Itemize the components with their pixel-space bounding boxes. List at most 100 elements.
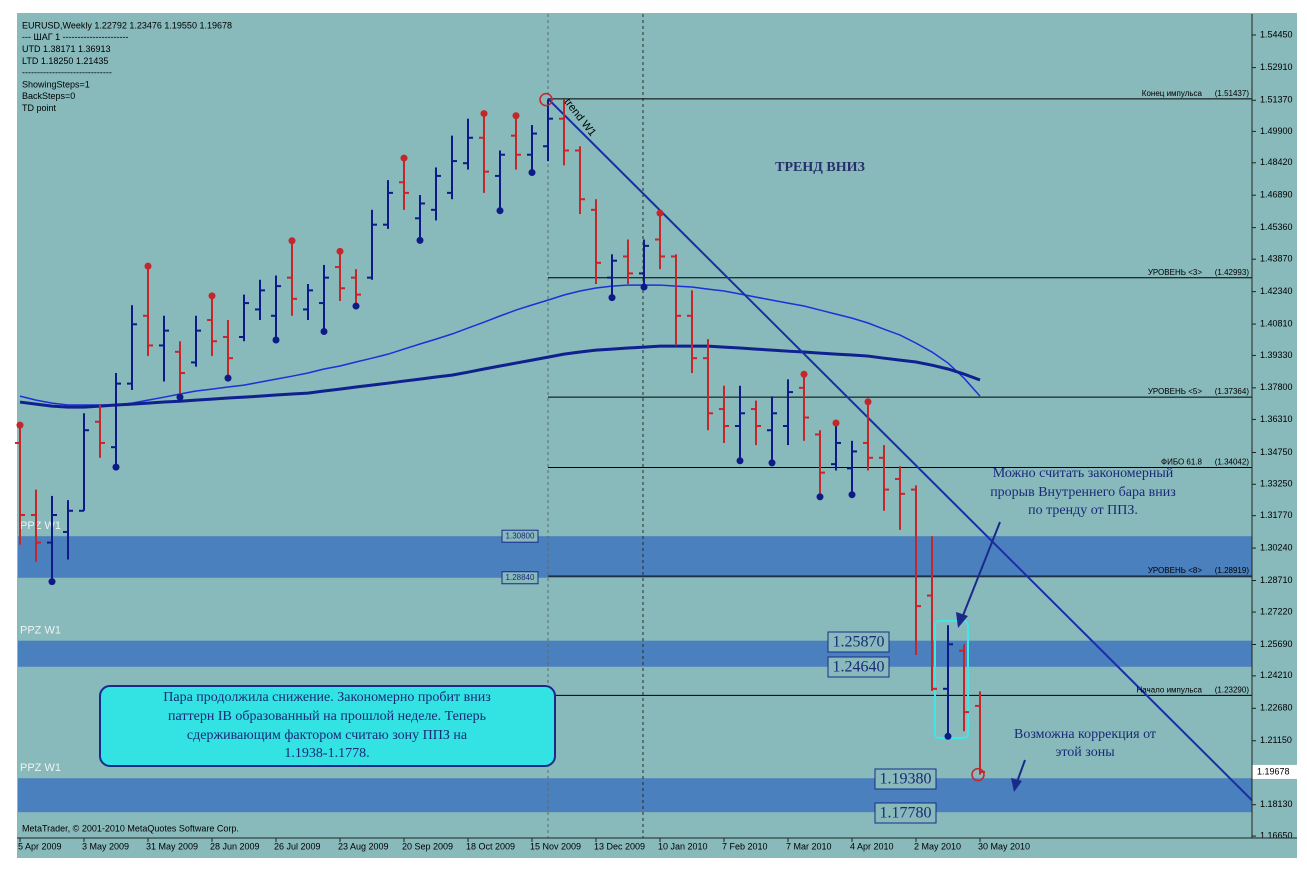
y-tick-label: 1.37800 (1260, 382, 1293, 392)
note-line: Можно считать закономерный (993, 466, 1174, 481)
fractal-low (944, 732, 952, 740)
y-tick-label: 1.45360 (1260, 222, 1293, 232)
fractal-high (864, 398, 872, 406)
x-tick-label: 3 May 2009 (82, 841, 129, 851)
trend-annotation: ТРЕНД ВНИЗ (775, 160, 865, 175)
fractal-low (496, 207, 504, 215)
zone-price-box (501, 529, 539, 543)
fractal-low (272, 336, 280, 344)
info-line: UTD 1.38171 1.36913 (22, 44, 111, 54)
ppz-zone (18, 640, 1252, 667)
x-tick-label: 10 Jan 2010 (658, 841, 708, 851)
zone-price-label: 1.30800 (506, 531, 535, 540)
fractal-low (352, 302, 360, 310)
copyright: MetaTrader, © 2001-2010 MetaQuotes Softw… (22, 823, 239, 833)
fractal-high (512, 112, 520, 120)
y-tick-label: 1.22680 (1260, 703, 1293, 713)
x-tick-label: 7 Feb 2010 (722, 841, 768, 851)
x-tick-label: 31 May 2009 (146, 841, 198, 851)
inside-bar-highlight (934, 620, 969, 739)
zone-price-box (827, 656, 890, 678)
x-tick-label: 30 May 2010 (978, 841, 1030, 851)
y-tick-label: 1.39330 (1260, 350, 1293, 360)
x-tick-label: 13 Dec 2009 (594, 841, 645, 851)
y-tick-label: 1.52910 (1260, 62, 1293, 72)
zone-price-label: 1.24640 (833, 659, 885, 676)
x-tick-label: 26 Jul 2009 (274, 841, 321, 851)
fractal-low (768, 459, 776, 467)
fractal-high (832, 419, 840, 427)
fractal-low (224, 374, 232, 382)
td-point (971, 767, 985, 782)
y-tick-label: 1.54450 (1260, 29, 1293, 39)
level-label: УРОВЕНЬ <5> (1148, 387, 1203, 396)
y-tick-label: 1.49900 (1260, 126, 1293, 136)
fractal-high (144, 262, 152, 270)
level-value-label: (1.23290) (1215, 685, 1250, 694)
zone-price-box (874, 768, 937, 790)
zone-price-label: 1.25870 (833, 634, 885, 651)
y-tick-label: 1.43870 (1260, 254, 1293, 264)
comment-line: Пара продолжила снижение. Закономерно пр… (163, 690, 491, 705)
y-tick-label: 1.42340 (1260, 286, 1293, 296)
fractal-low (320, 328, 328, 336)
arrowhead (956, 612, 968, 628)
level-label: Начало импульса (1136, 685, 1202, 694)
zone-label: PPZ W1 (20, 625, 61, 637)
y-tick-label: 1.51370 (1260, 95, 1293, 105)
y-tick-label: 1.25690 (1260, 639, 1293, 649)
current-price-box (1252, 764, 1306, 779)
comment-line: паттерн IB образованный на прошлой недел… (168, 709, 486, 724)
x-tick-label: 7 Mar 2010 (786, 841, 832, 851)
info-line: LTD 1.18250 1.21435 (22, 56, 108, 66)
comment-line: 1.1938-1.1778. (284, 746, 369, 761)
td-point (539, 92, 553, 107)
level-label: УРОВЕНЬ <8> (1148, 566, 1203, 575)
fractal-low (528, 169, 536, 177)
y-tick-label: 1.40810 (1260, 318, 1293, 328)
x-tick-label: 15 Nov 2009 (530, 841, 581, 851)
fractal-low (640, 283, 648, 291)
fractal-high (288, 237, 296, 245)
level-value-label: (1.51437) (1215, 89, 1250, 98)
level-value-label: (1.42993) (1215, 268, 1250, 277)
ppz-zone (18, 536, 1252, 578)
zone-price-label: 1.17780 (880, 805, 932, 822)
moving-average (19, 344, 981, 409)
info-line: TD point (22, 103, 57, 113)
y-tick-label: 1.48420 (1260, 157, 1293, 167)
x-tick-label: 28 Jun 2009 (210, 841, 260, 851)
info-line: EURUSD,Weekly 1.22792 1.23476 1.19550 1.… (22, 20, 232, 30)
x-tick-label: 18 Oct 2009 (466, 841, 515, 851)
fractal-low (176, 393, 184, 401)
zone-price-box (501, 571, 539, 585)
y-tick-label: 1.46890 (1260, 190, 1293, 200)
y-tick-label: 1.34750 (1260, 447, 1293, 457)
level-value-label: (1.37364) (1215, 387, 1250, 396)
x-tick-label: 20 Sep 2009 (402, 841, 453, 851)
fractal-low (848, 491, 856, 499)
y-tick-label: 1.27220 (1260, 606, 1293, 616)
y-tick-label: 1.33250 (1260, 479, 1293, 489)
info-line: BackSteps=0 (22, 91, 75, 101)
fractal-high (400, 154, 408, 162)
note-line: по тренду от ППЗ. (1028, 503, 1138, 518)
arrow (961, 521, 1001, 619)
fractal-low (112, 463, 120, 471)
x-tick-label: 23 Aug 2009 (338, 841, 389, 851)
x-tick-label: 4 Apr 2010 (850, 841, 894, 851)
y-tick-label: 1.24210 (1260, 670, 1293, 680)
info-line: ShowingSteps=1 (22, 79, 90, 89)
level-value-label: (1.34042) (1215, 458, 1250, 467)
fractal-low (736, 457, 744, 465)
fractal-low (48, 578, 56, 586)
level-label: УРОВЕНЬ <3> (1148, 268, 1203, 277)
trend-line (547, 98, 1253, 801)
fractal-low (816, 493, 824, 501)
note-line: прорыв Внутреннего бара вниз (990, 485, 1176, 500)
fractal-high (16, 421, 24, 429)
zone-price-label: 1.19380 (880, 771, 932, 788)
fractal-low (416, 236, 424, 244)
fractal-high (336, 247, 344, 255)
